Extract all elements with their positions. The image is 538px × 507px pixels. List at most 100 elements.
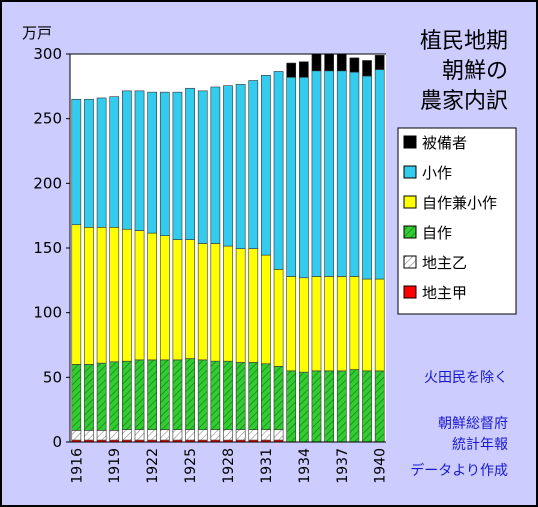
- bar-segment: [248, 80, 259, 249]
- bar-segment: [286, 370, 297, 443]
- y-tick-label: 100: [33, 304, 62, 322]
- bar-segment: [336, 276, 347, 372]
- legend-label: 小作: [422, 164, 452, 182]
- bar-segment: [223, 429, 233, 441]
- legend-swatch: [403, 195, 417, 209]
- bar-segment: [84, 98, 94, 228]
- bar-segment: [349, 369, 360, 443]
- bar-segment: [362, 370, 372, 443]
- bar-segment: [223, 85, 233, 247]
- bar-segment: [374, 54, 385, 70]
- bar-segment: [122, 90, 132, 230]
- bar-segment: [71, 224, 82, 365]
- legend-label: 被備者: [422, 134, 467, 152]
- bar-segment: [298, 277, 309, 373]
- bar-segment: [286, 76, 297, 277]
- bar-segment: [273, 71, 284, 270]
- y-tick-label: 50: [43, 368, 62, 386]
- bar-segment: [147, 429, 158, 441]
- legend-swatch: [403, 165, 417, 179]
- source-note: 朝鮮総督府: [438, 416, 508, 432]
- bar-segment: [286, 62, 297, 78]
- x-tick-label: 1928: [221, 448, 237, 484]
- bar-segment: [273, 269, 284, 367]
- bar-segment: [185, 87, 195, 240]
- legend-label: 地主乙: [422, 254, 467, 272]
- source-note: 火田民を除く: [424, 370, 508, 386]
- bar-segment: [362, 75, 372, 280]
- bar-segment: [147, 232, 158, 361]
- bar-segment: [223, 245, 233, 362]
- bar-segment: [197, 429, 208, 441]
- bar-segment: [185, 358, 195, 431]
- bar-segment: [84, 430, 94, 441]
- x-tick-label: 1937: [335, 448, 351, 484]
- bar-segment: [185, 239, 195, 359]
- bar-segment: [349, 71, 360, 277]
- bar-segment: [71, 364, 82, 431]
- bar-segment: [311, 70, 322, 277]
- bar-segment: [147, 91, 158, 234]
- x-tick-label: 1931: [259, 448, 275, 484]
- y-tick-label: 200: [33, 174, 62, 192]
- legend-swatch: [403, 225, 417, 239]
- bar-segment: [109, 430, 120, 441]
- bar-segment: [336, 70, 347, 277]
- bar-segment: [235, 429, 246, 441]
- bar-segment: [311, 53, 322, 72]
- bar-segment: [122, 228, 132, 362]
- bar-segment: [349, 57, 360, 73]
- bar-segment: [324, 53, 334, 72]
- bar-segment: [210, 86, 221, 244]
- bar-segment: [349, 276, 360, 370]
- bar-segment: [96, 430, 107, 441]
- bar-segment: [362, 60, 372, 77]
- legend-label: 自作兼小作: [422, 194, 497, 212]
- bar-segment: [197, 243, 208, 361]
- bar-segment: [134, 359, 145, 431]
- bar-segment: [159, 429, 170, 441]
- bar-segment: [248, 429, 259, 441]
- x-tick-label: 1916: [69, 448, 85, 484]
- bar-segment: [336, 370, 347, 443]
- bar-segment: [210, 360, 221, 431]
- bar-segment: [324, 370, 334, 443]
- bar-segment: [147, 359, 158, 431]
- chart-title-line: 植民地期: [420, 29, 508, 54]
- bar-segment: [197, 359, 208, 431]
- bar-segment: [109, 361, 120, 431]
- x-tick-label: 1925: [183, 448, 199, 484]
- bar-segment: [122, 360, 132, 431]
- legend-box: [397, 127, 517, 315]
- legend-swatch: [403, 255, 417, 269]
- bar-segment: [324, 276, 334, 372]
- y-tick-label: 250: [33, 110, 62, 128]
- bar-segment: [324, 70, 334, 277]
- bar-segment: [273, 366, 284, 431]
- legend-swatch: [403, 285, 417, 299]
- bar-segment: [235, 84, 246, 249]
- bar-segment: [311, 370, 322, 443]
- bar-segment: [261, 363, 271, 431]
- bar-segment: [311, 276, 322, 372]
- bar-segment: [223, 360, 233, 431]
- chart-title-line: 農家内訳: [420, 89, 508, 114]
- bar-segment: [109, 227, 120, 363]
- bar-segment: [172, 359, 183, 431]
- legend-label: 地主甲: [422, 284, 467, 302]
- y-tick-label: 150: [33, 239, 62, 257]
- bar-segment: [134, 429, 145, 441]
- bar-segment: [71, 98, 82, 226]
- source-note: データより作成: [410, 462, 508, 479]
- bar-segment: [374, 69, 385, 280]
- bar-segment: [134, 230, 145, 361]
- bar-segment: [134, 90, 145, 231]
- y-axis-label: 万戸: [22, 24, 52, 42]
- bar-segment: [159, 235, 170, 361]
- bar-segment: [298, 76, 309, 279]
- x-tick-label: 1940: [373, 448, 389, 484]
- bar-segment: [197, 90, 208, 244]
- x-tick-label: 1919: [107, 448, 123, 484]
